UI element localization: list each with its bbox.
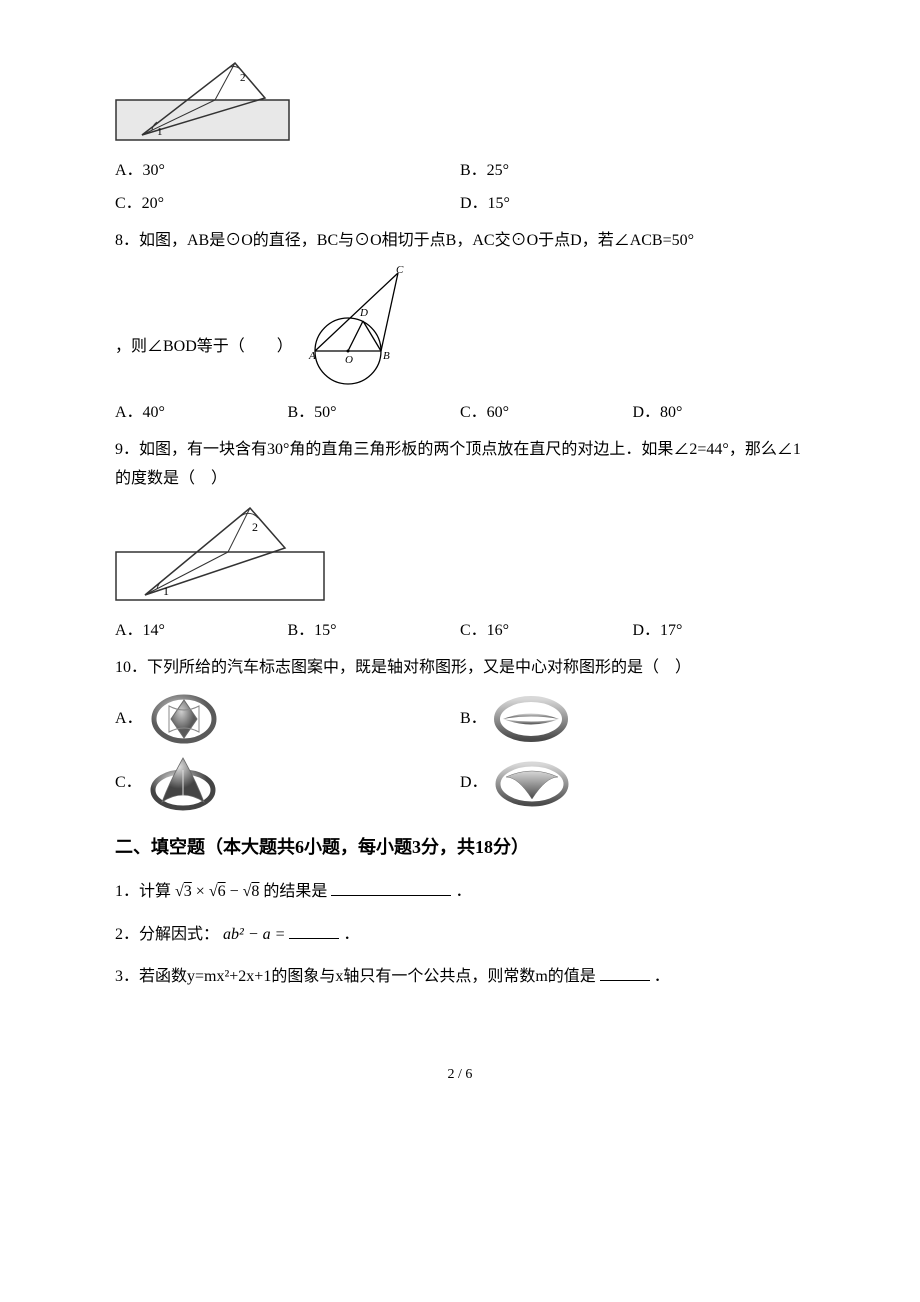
q9-option-d: D．17° — [633, 617, 806, 646]
q9-text: 9．如图，有一块含有30°角的直角三角形板的两个顶点放在直尺的对边上．如果∠2=… — [115, 436, 805, 494]
fill-2: 2．分解因式： ab² − a = ． — [115, 921, 805, 950]
f3-blank — [600, 964, 650, 981]
q7-figure: 2 1 — [115, 55, 805, 145]
svg-text:B: B — [383, 350, 390, 362]
svg-text:O: O — [345, 354, 353, 366]
f1-post: 的结果是 — [263, 883, 327, 900]
q10-option-b: B． — [460, 694, 805, 744]
q9-option-b: B．15° — [288, 617, 461, 646]
q7-option-c: C．20° — [115, 190, 460, 219]
q10-label-d: D． — [460, 769, 488, 798]
f1-blank — [331, 879, 451, 896]
q10-text: 10．下列所给的汽车标志图案中，既是轴对称图形，又是中心对称图形的是（ ） — [115, 654, 805, 683]
f3-period: ． — [654, 968, 670, 985]
logo-c-icon — [148, 756, 218, 811]
q10-label-b: B． — [460, 705, 487, 734]
q10-options: A． B． — [115, 688, 805, 817]
q8-line: ，则∠BOD等于（ ） A O B C D — [115, 261, 805, 391]
logo-d-icon — [494, 759, 570, 809]
q7-option-a: A．30° — [115, 157, 460, 186]
q10-option-d: D． — [460, 756, 805, 811]
q8-option-b: B．50° — [288, 399, 461, 428]
q9-option-a: A．14° — [115, 617, 288, 646]
q10-option-a: A． — [115, 694, 460, 744]
f2-pre: 2．分解因式： — [115, 926, 219, 943]
q7-angle2-label: 2 — [240, 72, 246, 84]
q7-option-d: D．15° — [460, 190, 805, 219]
q8-option-a: A．40° — [115, 399, 288, 428]
fill-1: 1．计算 √3 × √6 − √8 的结果是 ． — [115, 878, 805, 907]
logo-b-icon — [493, 694, 569, 744]
q7-option-b: B．25° — [460, 157, 805, 186]
q8-options: A．40° B．50° C．60° D．80° — [115, 397, 805, 430]
svg-text:A: A — [308, 350, 316, 362]
q9-options: A．14° B．15° C．16° D．17° — [115, 615, 805, 648]
q9-angle2-label: 2 — [252, 520, 258, 534]
q10-label-c: C． — [115, 769, 142, 798]
q9-option-c: C．16° — [460, 617, 633, 646]
q7-options: A．30° B．25° C．20° D．15° — [115, 155, 805, 221]
q10-label-a: A． — [115, 705, 143, 734]
logo-a-icon — [149, 694, 219, 744]
q8-lead-text: ，则∠BOD等于（ ） — [115, 333, 293, 362]
q10-option-c: C． — [115, 756, 460, 811]
f3-pre: 3．若函数y=mx²+2x+1的图象与x轴只有一个公共点，则常数m的值是 — [115, 968, 596, 985]
section2-header: 二、填空题（本大题共6小题，每小题3分，共18分） — [115, 831, 805, 863]
q9-figure: 2 1 — [115, 500, 805, 605]
f2-expr: ab² − a = — [223, 926, 285, 943]
q7-angle1-label: 1 — [157, 126, 163, 138]
f1-expr: √3 × √6 − √8 — [175, 883, 259, 900]
q9-angle1-label: 1 — [163, 584, 169, 598]
f1-pre: 1．计算 — [115, 883, 171, 900]
q8-option-c: C．60° — [460, 399, 633, 428]
q8-figure: A O B C D — [293, 261, 423, 391]
page-number: 2 / 6 — [115, 1062, 805, 1087]
fill-3: 3．若函数y=mx²+2x+1的图象与x轴只有一个公共点，则常数m的值是 ． — [115, 963, 805, 992]
svg-text:C: C — [396, 264, 404, 276]
svg-text:D: D — [359, 307, 368, 319]
f2-period: ． — [343, 926, 359, 943]
f1-period: ． — [455, 883, 471, 900]
q8-text: 8．如图，AB是⊙O的直径，BC与⊙O相切于点B，AC交⊙O于点D，若∠ACB=… — [115, 227, 805, 256]
q8-option-d: D．80° — [633, 399, 806, 428]
f2-blank — [289, 922, 339, 939]
